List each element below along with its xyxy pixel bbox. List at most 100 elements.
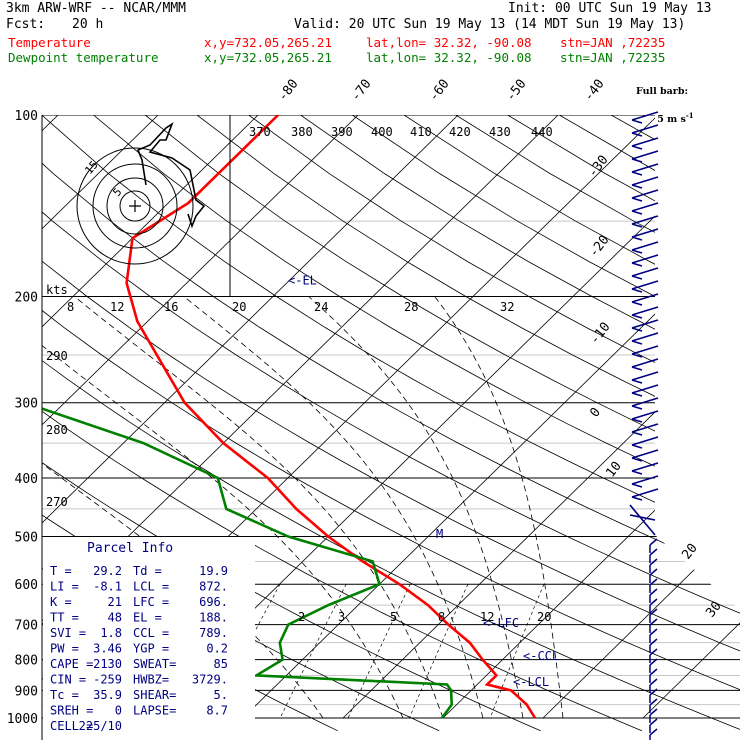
mixing-ratio-low-label: 20 — [537, 610, 551, 624]
moist-adiabat — [434, 296, 564, 719]
hodograph-trace — [136, 121, 206, 229]
wind-barb — [631, 150, 659, 163]
temperature-latlon: lat,lon= 32.32, -90.08 — [366, 35, 532, 50]
parcel-info-label: Tc = — [50, 688, 79, 702]
isotherm-line — [42, 115, 159, 719]
isotherm-tick-label: 20 — [679, 541, 700, 563]
parcel-info-value: 0.2 — [206, 642, 228, 656]
wind-barb — [631, 449, 659, 462]
init-time: Init: 00 UTC Sun 19 May 13 — [508, 1, 712, 16]
forecast-label: Fcst: — [6, 17, 46, 32]
dry-adiabat — [144, 115, 740, 732]
theta-tick-label: 440 — [531, 125, 553, 139]
parcel-info-label: K = — [50, 595, 72, 609]
mixing-ratio-line — [409, 584, 469, 719]
dry-adiabat — [42, 115, 643, 732]
parcel-info-value: 21 — [108, 595, 122, 609]
mixing-ratio-line — [347, 584, 411, 719]
pressure-tick-label: 100 — [15, 109, 38, 124]
forecast-hour: 20 h — [72, 17, 104, 32]
hodograph-ring — [119, 190, 151, 222]
dewpoint-profile — [42, 115, 454, 719]
wind-barb — [649, 568, 658, 583]
dewpoint-legend: Dewpoint temperature — [8, 50, 159, 65]
isotherm-tick-label: -80 — [275, 77, 301, 105]
theta-side-label: 280 — [46, 423, 68, 437]
pressure-tick-label: 300 — [15, 397, 38, 412]
wind-barb — [631, 345, 659, 358]
wind-barb — [631, 319, 659, 332]
parcel-info-value: 8.7 — [206, 704, 228, 718]
parcel-info-value: 2130 — [93, 657, 122, 671]
wind-barb — [649, 558, 658, 573]
parcel-info-label: EL = — [133, 611, 162, 625]
wind-barb — [649, 658, 658, 673]
wind-barb — [649, 728, 658, 740]
isotherm-tick-label: -70 — [348, 77, 374, 105]
full-barb-value: 5 m s — [657, 114, 686, 126]
parcel-info-value: 35.9 — [93, 688, 122, 702]
wind-barbs — [629, 111, 659, 740]
wind-barb — [631, 397, 659, 410]
hodograph-center — [129, 200, 141, 212]
wind-barb — [649, 628, 658, 643]
wind-barb — [649, 708, 658, 723]
wind-barb — [649, 648, 658, 663]
mixing-ratio-tick-label: 12 — [110, 300, 124, 314]
wind-barb — [649, 668, 658, 683]
isotherm-tick-label: -20 — [586, 233, 612, 261]
mixing-ratio-low-label: 8 — [438, 610, 445, 624]
theta-tick-label: 380 — [291, 125, 313, 139]
mixing-ratio-low-label: 12 — [480, 610, 494, 624]
hodograph-ring — [76, 147, 194, 265]
isotherm-line — [442, 115, 740, 719]
full-barb-label: Full barb: — [636, 86, 688, 97]
pressure-tick-label: 700 — [15, 619, 38, 634]
level-marker-lfc: <-LFC — [483, 616, 519, 630]
isotherm-tick-label: -60 — [426, 77, 452, 105]
parcel-info-label: LAPSE= — [133, 704, 176, 718]
pressure-tick-label: 200 — [15, 291, 38, 306]
dry-adiabat — [610, 115, 740, 732]
temperature-legend: Temperature — [8, 35, 91, 50]
theta-side-label: 270 — [46, 495, 68, 509]
level-marker-lcl: <-LCL — [513, 675, 549, 689]
wind-barb — [629, 504, 656, 536]
parcel-info-value: 1.8 — [100, 626, 122, 640]
wind-barb — [649, 688, 658, 703]
parcel-info-value: 3.46 — [93, 642, 122, 656]
wind-barb — [631, 488, 659, 501]
parcel-info-label: LCL = — [133, 580, 169, 594]
valid-time: Valid: 20 UTC Sun 19 May 13 (14 MDT Sun … — [294, 17, 686, 32]
parcel-info-value: -259 — [93, 673, 122, 687]
dry-adiabat — [0, 115, 34, 731]
dewpoint-station: stn=JAN ,72235 — [560, 50, 666, 65]
theta-tick-label: 370 — [249, 125, 271, 139]
mixing-ratio-low-label: 3 — [338, 610, 345, 624]
model-title: 3km ARW-WRF -- NCAR/MMM — [6, 1, 187, 16]
parcel-info-label: SREH = — [50, 704, 93, 718]
isotherm-tick-label: 30 — [703, 599, 724, 621]
mixing-ratio-tick-label: 8 — [67, 300, 74, 314]
pressure-tick-label: 500 — [15, 530, 38, 545]
mixing-ratio-tick-label: 20 — [232, 300, 246, 314]
dry-adiabat — [196, 115, 740, 732]
parcel-info-value: 3729. — [192, 673, 228, 687]
parcel-info-label: CCL = — [133, 626, 169, 640]
theta-tick-label: 430 — [489, 125, 511, 139]
dry-adiabat — [42, 115, 740, 732]
wind-barb — [631, 384, 659, 397]
wind-barb — [649, 538, 658, 553]
level-marker-m: M — [436, 527, 443, 541]
wind-barb — [631, 215, 659, 228]
parcel-info-label: YGP = — [133, 642, 169, 656]
parcel-info-value: 872. — [199, 580, 228, 594]
hodograph-units: kts — [46, 283, 68, 297]
wind-barb — [631, 241, 659, 254]
moist-adiabat — [74, 296, 444, 719]
hodograph-ring — [92, 163, 178, 249]
parcel-info-label: LFC = — [133, 595, 169, 609]
parcel-info-value: 0 — [115, 704, 122, 718]
wind-barb — [631, 267, 659, 280]
